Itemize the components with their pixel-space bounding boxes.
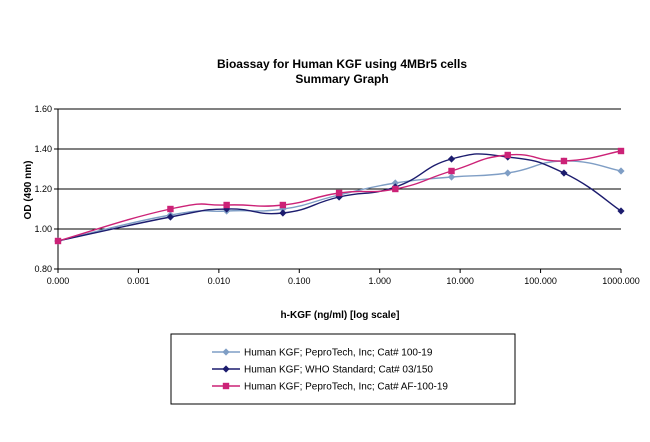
y-axis-label: OD (490 nm) xyxy=(23,161,34,220)
x-tick-label: 100.000 xyxy=(524,276,557,286)
data-point xyxy=(391,179,399,187)
data-point xyxy=(617,167,625,175)
x-tick-label: 0.010 xyxy=(208,276,231,286)
data-point xyxy=(504,169,512,177)
chart-title: Bioassay for Human KGF using 4MBr5 cells xyxy=(217,57,467,71)
data-point xyxy=(54,237,62,245)
y-tick-label: 1.00 xyxy=(34,224,52,234)
y-tick-labels: 0.80 1.00 1.20 1.40 1.60 xyxy=(34,104,52,274)
x-tick-label: 0.000 xyxy=(47,276,70,286)
x-tick-label: 1.000 xyxy=(368,276,391,286)
series-markers xyxy=(54,147,625,245)
chart-subtitle: Summary Graph xyxy=(295,72,388,86)
x-tick-label: 0.100 xyxy=(288,276,311,286)
legend: Human KGF; PeproTech, Inc; Cat# 100-19 Hu… xyxy=(170,333,516,405)
data-point xyxy=(560,169,568,177)
gridlines xyxy=(58,108,621,230)
data-point xyxy=(167,205,174,213)
data-point xyxy=(279,209,287,217)
data-point xyxy=(617,147,625,155)
data-point xyxy=(447,155,456,163)
series-lines xyxy=(57,150,622,242)
legend-label: Human KGF; PeproTech, Inc; Cat# AF-100-1… xyxy=(244,382,448,393)
data-point xyxy=(504,151,511,159)
x-tick-label: 1000.000 xyxy=(602,276,640,286)
series-line-3 xyxy=(57,150,622,242)
data-point xyxy=(617,207,625,215)
x-tick-label: 10.000 xyxy=(446,276,474,286)
legend-label: Human KGF; WHO Standard; Cat# 03/150 xyxy=(244,365,433,376)
y-tick-label: 0.80 xyxy=(34,264,52,274)
y-tick-label: 1.40 xyxy=(34,144,52,154)
x-tick-label: 0.001 xyxy=(127,276,150,286)
legend-label: Human KGF; PeproTech, Inc; Cat# 100-19 xyxy=(244,348,433,359)
y-tick-label: 1.20 xyxy=(34,184,52,194)
data-point xyxy=(166,213,175,221)
data-point xyxy=(279,201,287,209)
x-axis-label: h-KGF (ng/ml) [log scale] xyxy=(281,310,400,321)
data-point xyxy=(560,157,568,165)
data-point xyxy=(223,201,230,209)
data-point xyxy=(447,173,456,181)
data-point xyxy=(448,167,455,175)
legend-marker xyxy=(222,365,230,373)
series-line-2 xyxy=(57,153,622,242)
y-tick-label: 1.60 xyxy=(34,104,52,114)
data-point xyxy=(335,189,343,197)
data-point xyxy=(392,185,399,193)
legend-marker xyxy=(222,348,230,356)
legend-marker xyxy=(222,382,230,390)
x-tick-labels: 0.000 0.001 0.010 0.100 1.000 10.000 100.000 10… xyxy=(47,276,640,286)
